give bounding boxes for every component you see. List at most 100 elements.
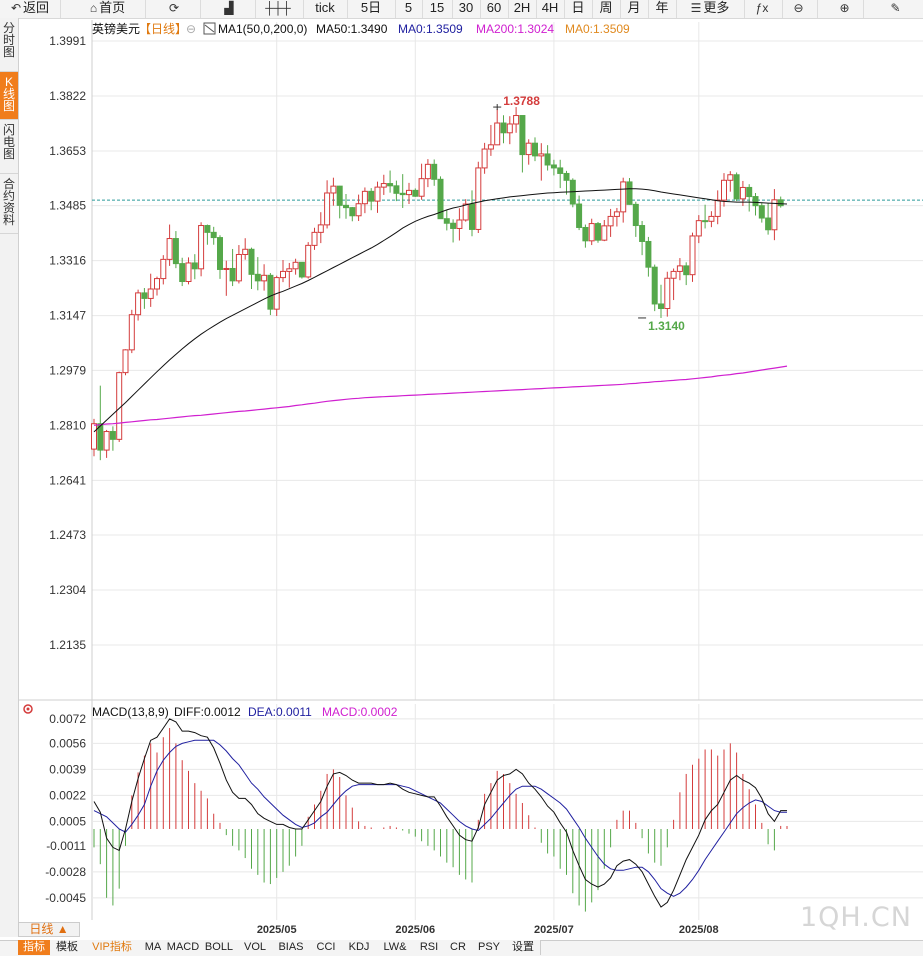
candle-body-down — [248, 248, 255, 275]
toolbar-year-button[interactable]: 年 — [648, 0, 677, 18]
candle-body-down — [191, 262, 198, 270]
indicator-tab-3[interactable]: MA — [140, 940, 167, 955]
toolbar-4h-button[interactable]: 4H — [536, 0, 565, 18]
watermark-text: 1QH.CN — [800, 902, 912, 933]
candle-body-up — [475, 167, 482, 230]
toolbar-more-button[interactable]: ☰ 更多 — [676, 0, 745, 18]
toolbar-draw-button[interactable]: ✎ — [870, 0, 923, 18]
candle-body-up — [160, 258, 167, 280]
legend-settings-icon-stroke — [204, 24, 215, 33]
candle-body-down — [758, 205, 765, 219]
indicator-tab-6[interactable]: VOL — [238, 940, 273, 955]
candle-body-up — [481, 148, 488, 169]
macd-dea-line — [93, 739, 787, 897]
toolbar-30-label: 30 — [458, 0, 474, 15]
legend-toggle-icon: ⊖ — [186, 22, 196, 36]
macd-axis-tick: 0.0005 — [49, 814, 86, 828]
macd-axis-tick: -0.0011 — [46, 839, 86, 853]
candle-body-down — [437, 178, 444, 220]
back-arrow-icon: ↶ — [10, 1, 22, 15]
candle-body-down — [563, 172, 570, 181]
candle-body-down — [582, 226, 589, 242]
sidebar-item-3[interactable]: 合约资料 — [0, 174, 18, 234]
macd-legend-label: MACD(13,8,9) — [92, 705, 169, 719]
toolbar-back-button[interactable]: ↶ 返回 — [0, 0, 61, 18]
candle-body-down — [267, 274, 274, 310]
high-price-label: 1.3788 — [503, 94, 540, 108]
toolbar-trend-button[interactable]: ▟ — [205, 0, 256, 18]
price-axis-tick: 1.2641 — [49, 473, 86, 487]
toolbar-zoomout-button[interactable]: ⊖ — [782, 0, 818, 18]
candle-body-up — [242, 248, 249, 255]
indicator-tab-7[interactable]: BIAS — [272, 940, 311, 955]
candle-body-down — [229, 267, 236, 282]
toolbar-tick-button[interactable]: tick — [303, 0, 348, 18]
indicator-tab-4[interactable]: MACD — [166, 940, 201, 955]
indicator-tab-11[interactable]: RSI — [414, 940, 445, 955]
candle-body-up — [708, 215, 715, 222]
legend-ma0-a: MA0:1.3509 — [398, 22, 463, 36]
candle-body-down — [550, 164, 557, 169]
toolbar-60-button[interactable]: 60 — [480, 0, 509, 18]
candle-body-up — [664, 277, 671, 310]
toolbar-15-button[interactable]: 15 — [422, 0, 453, 18]
period-selector-tab[interactable]: 日线 ▲ — [18, 922, 80, 937]
indicator-tab-9[interactable]: KDJ — [342, 940, 377, 955]
candle-body-down — [204, 225, 211, 233]
candle-body-up — [739, 186, 746, 200]
date-axis-label: 2025/08 — [679, 924, 719, 936]
candle-body-up — [305, 244, 312, 278]
candle-body-down — [658, 303, 664, 310]
macd-axis-tick: 0.0072 — [49, 712, 86, 726]
candle-body-up — [286, 268, 293, 272]
indicator-tab-14[interactable]: 设置 — [506, 940, 541, 955]
toolbar-week-button[interactable]: 周 — [592, 0, 621, 18]
candle-body-down — [651, 266, 658, 305]
sidebar-item-1[interactable]: K线图 — [0, 72, 18, 120]
macd-legend-dea: DEA:0.0011 — [248, 705, 312, 719]
toolbar-home-button[interactable]: ⌂ 首页 — [70, 0, 146, 18]
sidebar-item-2[interactable]: 闪电图 — [0, 120, 18, 174]
candle-body-down — [343, 204, 349, 209]
macd-axis-tick: 0.0022 — [49, 788, 86, 802]
toolbar-month-button[interactable]: 月 — [620, 0, 649, 18]
indicator-tab-2[interactable]: VIP指标 — [84, 940, 141, 955]
toolbar-zoomin-button[interactable]: ⊕ — [828, 0, 864, 18]
candle-body-down — [217, 237, 223, 270]
indicator-tab-0[interactable]: 指标 — [18, 940, 51, 955]
candle-body-down — [387, 183, 394, 187]
toolbar-2h-button[interactable]: 2H — [508, 0, 537, 18]
date-axis-label: 2025/07 — [534, 924, 574, 936]
sidebar-item-0[interactable]: 分时图 — [0, 18, 18, 72]
legend-period: 【日线】 — [139, 22, 187, 36]
toolbar-5-button[interactable]: 5 — [395, 0, 423, 18]
candle-body-down — [500, 122, 507, 134]
toolbar-kline-button[interactable]: ┼┼┼ — [255, 0, 304, 18]
indicator-tab-13[interactable]: PSY — [472, 940, 507, 955]
indicator-tab-1[interactable]: 模板 — [50, 940, 85, 955]
toolbar-2h-label: 2H — [513, 0, 531, 15]
candle-body-up — [513, 115, 520, 125]
candle-body-down — [632, 203, 639, 227]
refresh-icon: ⟳ — [168, 1, 180, 15]
toolbar-day-button[interactable]: 日 — [564, 0, 593, 18]
formula-icon: ƒx — [755, 1, 769, 15]
candle-body-up — [525, 142, 532, 156]
candle-body-down — [532, 142, 538, 157]
indicator-tab-8[interactable]: CCI — [310, 940, 343, 955]
zoom-out-icon: ⊖ — [793, 1, 804, 15]
indicator-tab-12[interactable]: CR — [444, 940, 473, 955]
indicator-tab-10[interactable]: LW& — [376, 940, 415, 955]
indicator-tab-5[interactable]: BOLL — [200, 940, 239, 955]
bar-chart-icon: ▟ — [224, 1, 234, 15]
toolbar-5d-button[interactable]: 5日 — [347, 0, 396, 18]
candle-body-up — [154, 278, 160, 290]
candle-body-up — [185, 262, 192, 283]
toolbar-30-button[interactable]: 30 — [452, 0, 481, 18]
toolbar-fx-button[interactable]: ƒx — [744, 0, 783, 18]
candle-body-down — [412, 189, 419, 197]
candle-body-down — [639, 225, 646, 242]
toolbar-refresh-button[interactable]: ⟳ — [150, 0, 201, 18]
candle-body-up — [135, 292, 142, 316]
